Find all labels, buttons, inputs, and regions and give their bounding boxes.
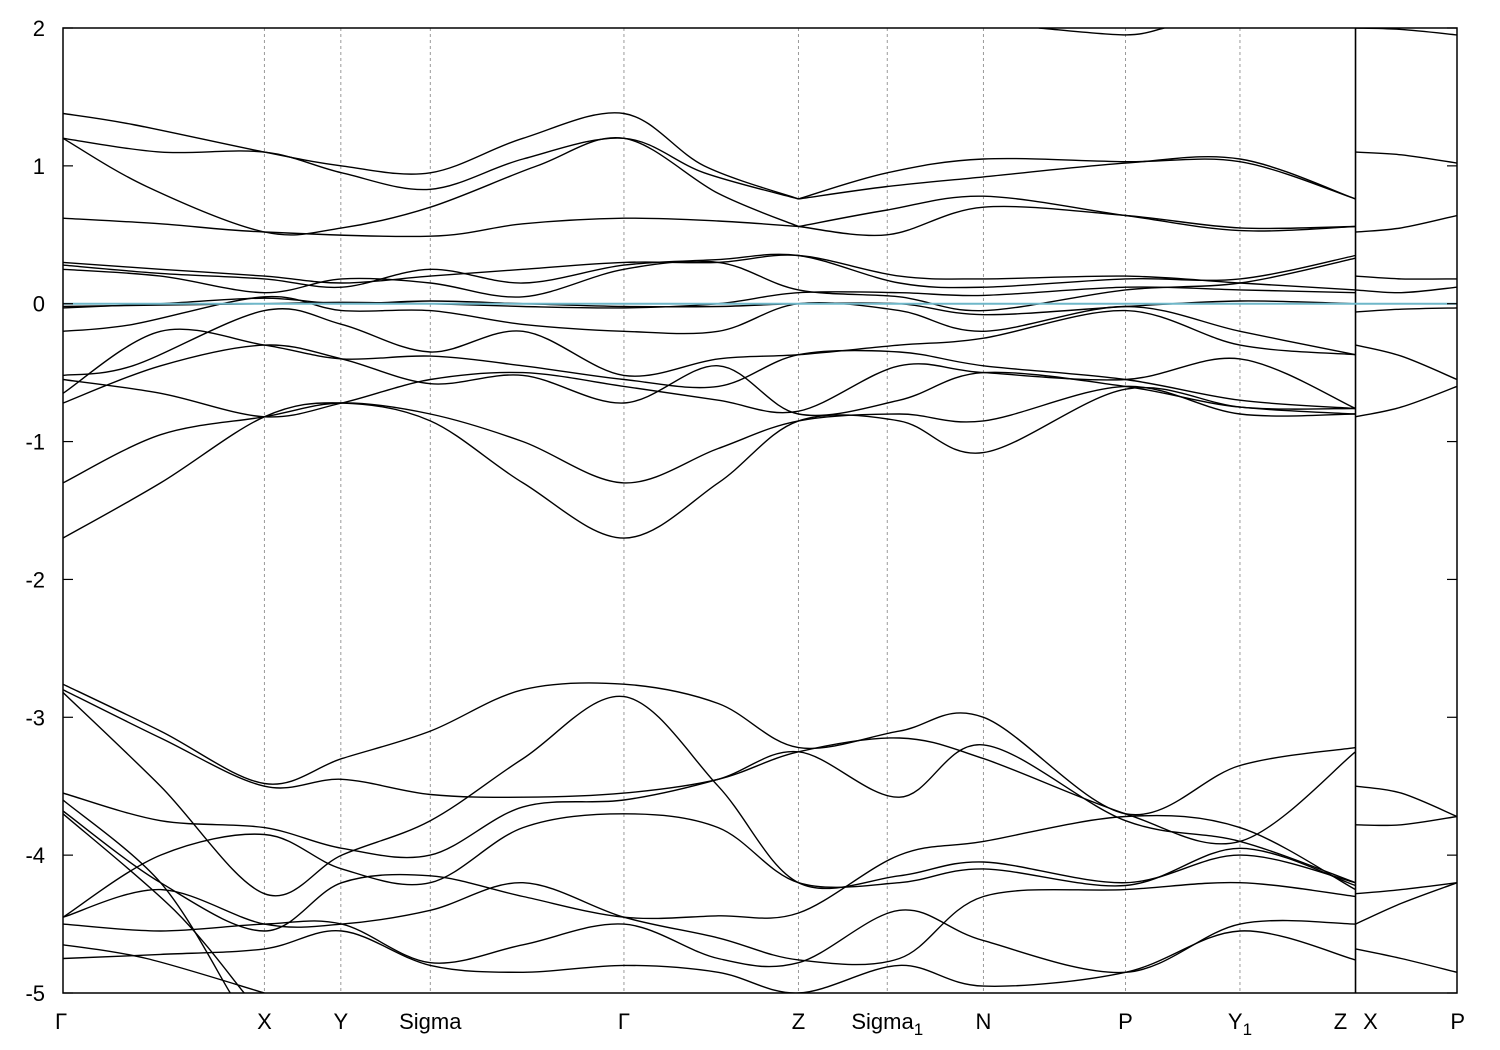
y-tick-label: -2 <box>25 567 45 592</box>
y-tick-label: 2 <box>33 16 45 41</box>
band-line <box>63 344 1356 417</box>
band-line <box>63 257 1356 312</box>
x-tick-label: Z <box>792 1009 805 1034</box>
band-line <box>1038 28 1165 36</box>
band-line <box>1355 815 1457 827</box>
y-tick-label: 0 <box>33 292 45 317</box>
band-line <box>63 813 1356 918</box>
x-tick-label: Γ <box>55 1009 67 1034</box>
plot-frame <box>62 27 1458 994</box>
band-line <box>63 385 1356 484</box>
band-line <box>63 112 799 200</box>
band-line <box>63 217 799 238</box>
x-tick-label: N <box>976 1009 992 1034</box>
y-tick-label: -4 <box>25 843 45 868</box>
band-line <box>63 295 1356 356</box>
y-tick-label: -3 <box>25 705 45 730</box>
x-tick-label: X <box>257 1009 272 1034</box>
band-line <box>798 157 1356 200</box>
band-line <box>63 357 1356 418</box>
y-tick-label: 1 <box>33 154 45 179</box>
x-tick-label: X <box>1363 1009 1378 1034</box>
band-line <box>63 253 1356 289</box>
x-tick-label: Y1 <box>1228 1009 1252 1039</box>
band-line <box>63 386 1356 539</box>
x-axis-ticks: Γ X Y Sigma Γ Z Sigma1 N P Y1 Z X P <box>55 1009 1465 1039</box>
band-line <box>63 682 1356 816</box>
x-tick-label: P <box>1118 1009 1133 1034</box>
band-line <box>63 930 1356 993</box>
band-line <box>798 155 1356 200</box>
x-tick-label: P <box>1450 1009 1465 1034</box>
band-line <box>63 328 1356 410</box>
x-tick-label: Sigma1 <box>851 1009 923 1039</box>
band-line <box>798 195 1356 232</box>
band-line <box>63 254 1356 291</box>
band-line <box>63 136 799 236</box>
band-line <box>1355 785 1457 818</box>
band-line <box>1355 151 1457 164</box>
band-line <box>1355 882 1457 925</box>
band-line <box>63 813 245 993</box>
x-tick-label: Sigma <box>399 1009 462 1034</box>
x-tick-label: Z <box>1334 1009 1347 1034</box>
band-line <box>63 137 799 200</box>
band-line <box>1355 385 1457 418</box>
band-line <box>63 944 265 993</box>
y-tick-label: -1 <box>25 430 45 455</box>
band-line <box>1355 344 1457 381</box>
band-line <box>63 799 231 993</box>
band-line <box>1355 214 1457 233</box>
band-line <box>63 909 1356 974</box>
y-tick-label: -5 <box>25 981 45 1006</box>
band-line <box>63 689 1356 845</box>
x-tick-label: Y <box>333 1009 348 1034</box>
y-axis-ticks: -5 -4 -3 -2 -1 0 1 2 <box>25 16 1457 1006</box>
band-line <box>63 308 1356 377</box>
band-line <box>1355 275 1457 280</box>
band-line <box>63 881 1356 966</box>
band-line <box>1355 882 1457 895</box>
band-line <box>63 744 1356 884</box>
band-line <box>1355 307 1457 313</box>
x-tick-label: Γ <box>618 1009 630 1034</box>
band-lines <box>63 28 1457 993</box>
band-line <box>1355 286 1457 294</box>
band-line <box>63 810 1356 932</box>
band-line <box>798 205 1356 237</box>
band-line <box>1355 28 1457 36</box>
band-line <box>63 691 1356 897</box>
band-line <box>1355 948 1457 973</box>
